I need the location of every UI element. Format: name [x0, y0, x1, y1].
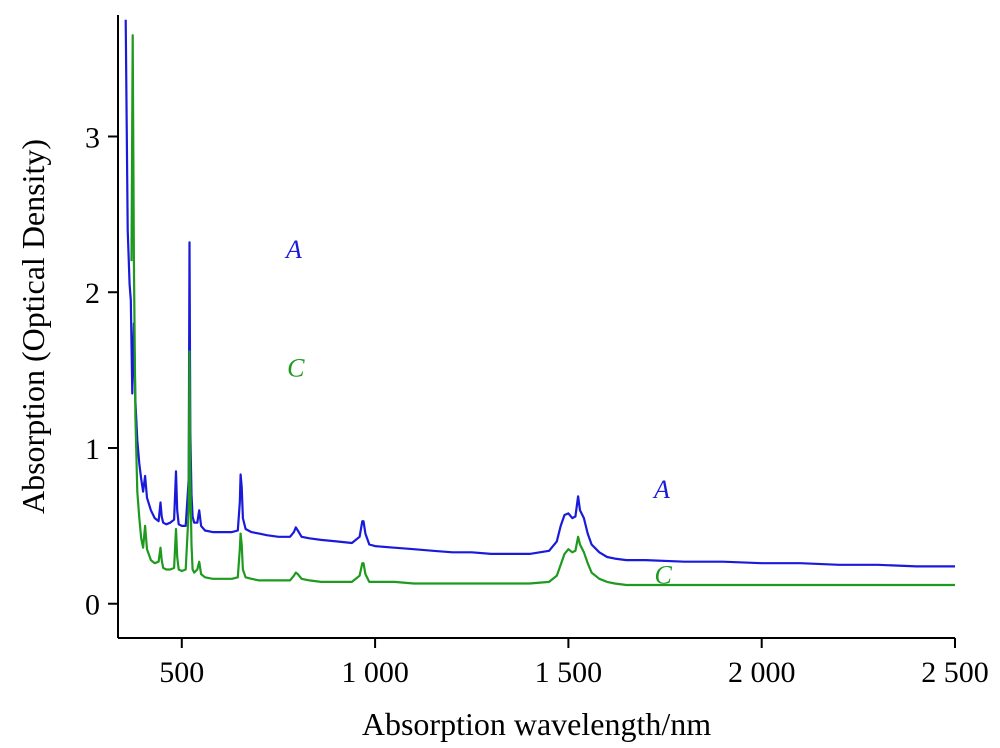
- y-tick-label: 3: [85, 121, 100, 154]
- series-line-a: [124, 19, 955, 568]
- series-label-a: A: [652, 475, 670, 504]
- y-axis-ticks: 0 1 2 3: [85, 121, 118, 622]
- series-label-a: A: [284, 235, 302, 264]
- x-tick-label: 1 500: [535, 656, 603, 689]
- x-axis-title: Absorption wavelength/nm: [362, 706, 711, 742]
- series-label-c: C: [654, 560, 672, 589]
- x-tick-label: 2 000: [728, 656, 796, 689]
- x-tick-label: 2 500: [921, 656, 989, 689]
- x-tick-label: 1 000: [341, 656, 409, 689]
- y-tick-label: 2: [85, 277, 100, 310]
- y-axis-title: Absorption (Optical Density): [15, 139, 51, 514]
- series-labels: A A C C: [284, 235, 672, 590]
- plot-area: [124, 19, 955, 587]
- series-label-c: C: [287, 353, 305, 382]
- x-tick-label: 500: [159, 656, 204, 689]
- x-axis-ticks: 500 1 000 1 500 2 000 2 500: [159, 638, 989, 689]
- y-tick-label: 0: [85, 589, 100, 622]
- series-line-c: [130, 34, 955, 587]
- y-tick-label: 1: [85, 433, 100, 466]
